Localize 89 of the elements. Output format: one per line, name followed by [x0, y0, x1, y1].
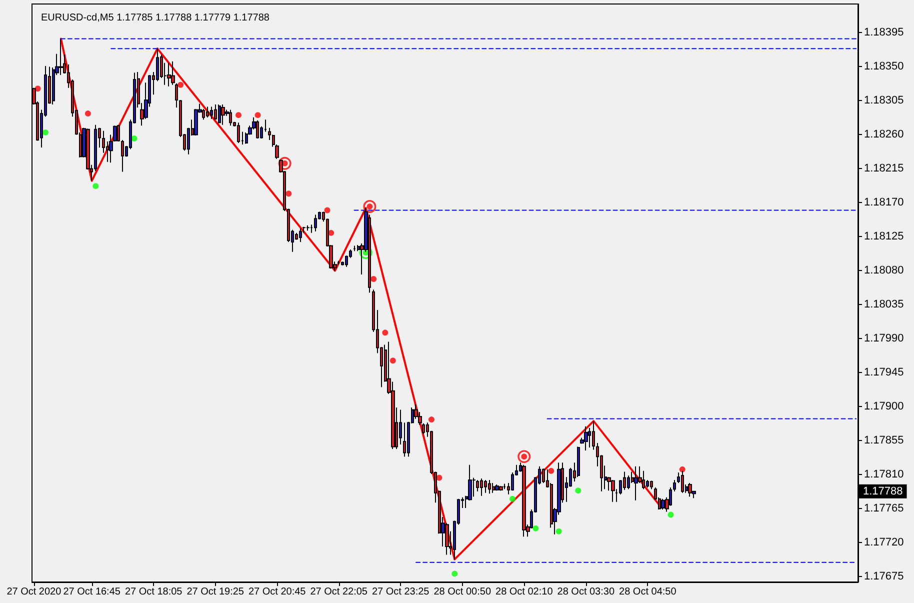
- y-tick-label: 1.17810: [864, 468, 904, 481]
- candlestick: [634, 466, 638, 501]
- y-tick-label: 1.18395: [864, 26, 904, 39]
- point: [532, 525, 539, 532]
- y-tick-label: 1.17675: [864, 570, 904, 583]
- text: EURUSD-cd,M5 1.17785 1.17788 1.17779 1.17788: [41, 12, 270, 24]
- point: [575, 488, 582, 494]
- point: [556, 528, 562, 534]
- candlestick: [218, 104, 221, 124]
- point: [390, 358, 396, 364]
- y-tick-label: 1.18035: [864, 298, 904, 311]
- candlestick: [650, 480, 653, 490]
- point: [286, 190, 292, 197]
- x-tick-label: 28 Oct 00:50: [434, 586, 492, 598]
- candlestick: [171, 60, 175, 86]
- candlestick: [353, 245, 356, 252]
- candlestick: [522, 464, 526, 538]
- x-tick-label: 28 Oct 02:10: [495, 586, 554, 598]
- point: [84, 110, 91, 117]
- point: [548, 468, 554, 474]
- candlestick: [167, 62, 171, 87]
- point: [668, 512, 674, 518]
- candlestick: [661, 498, 665, 510]
- candlestick: [611, 480, 615, 502]
- candlestick: [584, 426, 588, 452]
- y-tick-label: 1.18125: [864, 230, 904, 243]
- y-tick-label: 1.17855: [864, 434, 904, 447]
- candlestick: [642, 470, 645, 490]
- x-tick-label: 27 Oct 23:25: [372, 586, 430, 598]
- candlestick: [488, 480, 491, 494]
- point: [324, 207, 330, 214]
- y-tick-label: 1.17990: [864, 332, 904, 345]
- candlestick: [480, 478, 483, 496]
- candlestick: [673, 480, 676, 492]
- y-tick-label: 1.17900: [864, 400, 904, 413]
- point: [92, 183, 99, 190]
- x-tick-label: 27 Oct 20:45: [248, 586, 306, 598]
- candlestick: [499, 486, 503, 492]
- candlestick: [492, 482, 495, 494]
- y-tick-label: 1.17765: [864, 502, 904, 515]
- candlestick: [206, 106, 209, 118]
- point: [679, 466, 686, 472]
- point: [382, 330, 388, 336]
- candlestick: [256, 120, 259, 139]
- y-tick-label: 1.18170: [864, 196, 904, 209]
- point: [510, 496, 516, 502]
- point: [428, 416, 434, 423]
- x-tick-label: 27 Oct 22:05: [310, 586, 368, 598]
- point: [370, 276, 377, 282]
- point: [236, 112, 242, 118]
- candlestick: [627, 474, 630, 490]
- candlestick: [577, 446, 580, 478]
- candlestick: [484, 480, 487, 494]
- candlestick: [623, 471, 626, 490]
- candlestick: [399, 409, 402, 445]
- candlestick: [221, 104, 225, 126]
- candlestick: [214, 104, 217, 120]
- x-tick-label: 27 Oct 16:45: [63, 586, 121, 598]
- line-series: [60, 38, 660, 560]
- point: [452, 570, 458, 577]
- candlestick: [422, 422, 425, 434]
- x-tick-label: 28 Oct 04:50: [619, 586, 677, 598]
- y-tick-label: 1.18080: [864, 264, 904, 277]
- x-tick-label: 28 Oct 03:30: [557, 586, 615, 598]
- candlestick: [210, 106, 213, 120]
- point: [178, 82, 184, 88]
- candlestick: [306, 224, 310, 232]
- y-tick-label: 1.17720: [864, 536, 904, 549]
- y-tick-label: 1.17945: [864, 366, 904, 379]
- text: 1.17788: [863, 485, 903, 498]
- candlestick: [299, 228, 302, 242]
- candlestick: [314, 214, 317, 232]
- candlestick: [59, 38, 63, 76]
- x-tick-label: 27 Oct 18:05: [124, 586, 183, 598]
- y-tick-label: 1.18260: [864, 128, 904, 141]
- candlestick: [495, 484, 499, 492]
- candlestick: [229, 109, 232, 126]
- x-tick-label: 27 Oct 19:25: [186, 586, 244, 598]
- candlestick: [403, 422, 406, 458]
- y-tick-label: 1.18350: [864, 60, 904, 73]
- y-tick-label: 1.18305: [864, 94, 904, 107]
- candlestick: [688, 482, 692, 498]
- y-tick-label: 1.18215: [864, 162, 904, 175]
- candlestick: [542, 468, 545, 484]
- x-tick-label: 27 Oct 2020: [6, 586, 62, 598]
- candlestick: [237, 122, 240, 144]
- point: [254, 112, 261, 118]
- candlestick: [592, 420, 595, 450]
- point: [42, 129, 49, 136]
